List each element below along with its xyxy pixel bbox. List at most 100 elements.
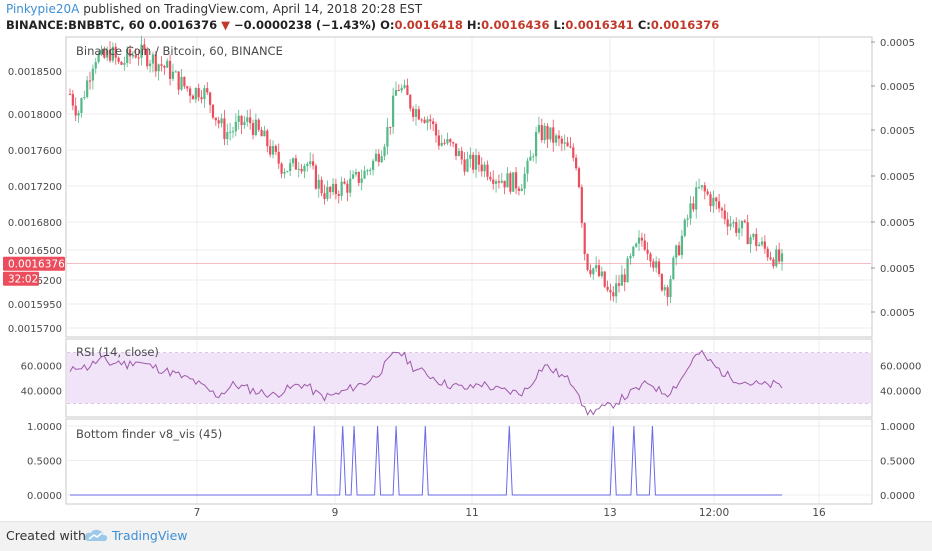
candle-body — [220, 118, 223, 124]
candle-body — [234, 121, 237, 132]
candle-body — [549, 127, 552, 140]
candle-body — [103, 49, 106, 58]
candle-body — [480, 164, 483, 172]
open-value: 0.0016418 — [394, 18, 463, 32]
candle-body — [689, 203, 692, 219]
candle-body — [331, 183, 335, 193]
candle-body — [563, 142, 566, 144]
tradingview-brand[interactable]: TradingView — [112, 528, 188, 543]
candle-body — [692, 203, 695, 210]
candle-body — [520, 188, 523, 191]
candle-body — [760, 241, 764, 245]
candle-body — [772, 259, 775, 267]
candle-body — [506, 173, 509, 188]
candle-body — [697, 187, 701, 189]
rsi-band — [67, 352, 871, 404]
candle-body — [449, 139, 452, 143]
candle-body — [263, 130, 266, 137]
price-right-tick-label: 0.0005 — [880, 218, 915, 229]
candle-body — [97, 54, 100, 62]
candle-body — [500, 180, 503, 183]
candle-body — [780, 253, 784, 262]
candle-body — [88, 80, 92, 82]
candle-body — [157, 64, 160, 72]
candle-body — [492, 179, 495, 184]
candle-body — [557, 135, 561, 139]
candle-body — [649, 253, 652, 262]
candle-body — [580, 187, 583, 224]
candle-body — [243, 121, 246, 126]
candle-body — [778, 249, 781, 262]
candle-body — [297, 168, 300, 170]
candle-body — [317, 179, 320, 189]
candle-body — [329, 186, 332, 193]
ohlc-line: BINANCE:BNBBTC, 60 0.0016376 ▼ −0.000023… — [6, 18, 719, 32]
candle-body — [323, 193, 326, 199]
change-value: −0.0000238 (−1.43%) — [233, 18, 377, 32]
candle-body — [494, 181, 498, 184]
candle-body — [223, 118, 226, 140]
rsi-right-tick-label: 40.0000 — [880, 387, 921, 398]
candle-body — [383, 146, 386, 157]
candle-body — [600, 271, 603, 277]
candle-body — [334, 183, 338, 195]
candle-body — [106, 49, 109, 58]
price-tick-label: 0.0018000 — [8, 110, 62, 121]
candle-body — [469, 154, 472, 159]
last-price-tag: 0.0016376 — [3, 256, 65, 271]
candle-body — [595, 265, 598, 269]
candle-body — [349, 178, 352, 193]
candle-body — [351, 174, 355, 179]
candle-body — [620, 274, 623, 286]
candle-body — [426, 119, 429, 123]
candle-body — [354, 171, 358, 175]
candle-body — [660, 274, 664, 291]
candle-body — [151, 54, 155, 64]
candle-body — [514, 172, 518, 189]
candle-body — [666, 287, 669, 298]
candle-body — [526, 160, 529, 174]
finder-right-tick-label: 0.0000 — [880, 491, 915, 502]
candle-body — [466, 158, 469, 172]
candle-body — [214, 117, 217, 121]
candle-body — [443, 142, 446, 144]
candle-body — [200, 97, 203, 100]
candle-body — [532, 156, 535, 158]
candle-body — [206, 88, 209, 93]
candle-body — [483, 164, 486, 172]
candle-body — [723, 210, 726, 220]
finder-pane[interactable] — [65, 418, 873, 505]
candle-body — [108, 49, 112, 61]
candle-body — [283, 172, 286, 174]
candle-body — [775, 249, 778, 267]
rsi-label: RSI (14, close) — [76, 345, 159, 359]
chart-area[interactable]: 0.0018500 0.0018000 0.0017600 0.0017200 0.00… — [0, 0, 932, 520]
candle-body — [626, 258, 629, 283]
candle-body — [432, 121, 435, 125]
time-axis: 7 9 11 13 12:00 16 — [194, 507, 826, 519]
candle-body — [720, 208, 724, 211]
candle-body — [346, 183, 349, 193]
candle-body — [755, 233, 758, 247]
candle-body — [669, 279, 672, 298]
candle-body — [546, 125, 549, 140]
candle-body — [168, 60, 172, 79]
candle-body — [420, 119, 423, 121]
time-tick-label: 13 — [603, 507, 616, 519]
candle-body — [683, 219, 686, 236]
candle-body — [194, 88, 197, 100]
candle-body — [512, 172, 515, 192]
author-link[interactable]: Pinkypie20A — [6, 2, 80, 16]
candle-body — [117, 57, 120, 62]
candle-body — [311, 161, 315, 166]
price-right-tick-label: 0.0005 — [880, 82, 915, 93]
candle-body — [763, 241, 766, 249]
candle-body — [740, 220, 744, 229]
time-tick-label: 12:00 — [699, 507, 729, 519]
candle-body — [154, 54, 157, 72]
candle-body — [732, 222, 735, 224]
candle-body — [91, 68, 94, 81]
candle-body — [440, 142, 443, 146]
last-price-tag-text: 0.0016376 — [8, 259, 65, 271]
price-pane[interactable] — [65, 36, 873, 338]
